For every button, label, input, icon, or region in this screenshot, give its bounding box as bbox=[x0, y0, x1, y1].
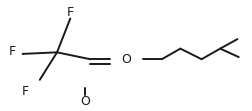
Text: F: F bbox=[67, 6, 74, 19]
Text: F: F bbox=[22, 85, 29, 98]
Text: O: O bbox=[121, 53, 131, 66]
Text: O: O bbox=[80, 95, 90, 108]
Text: F: F bbox=[8, 45, 16, 58]
